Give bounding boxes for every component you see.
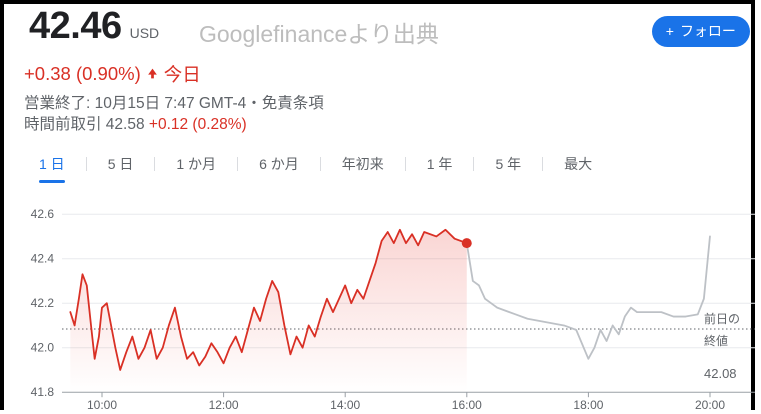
svg-text:10:00: 10:00	[87, 398, 117, 412]
svg-text:18:00: 18:00	[573, 398, 603, 412]
svg-text:42.2: 42.2	[31, 296, 55, 310]
svg-text:終値: 終値	[704, 333, 728, 348]
svg-text:41.8: 41.8	[31, 385, 55, 399]
svg-text:12:00: 12:00	[209, 398, 239, 412]
svg-text:16:00: 16:00	[452, 398, 482, 412]
svg-text:42.08: 42.08	[704, 366, 737, 381]
svg-text:42.6: 42.6	[31, 207, 55, 221]
svg-text:42.0: 42.0	[31, 341, 55, 355]
svg-text:20:00: 20:00	[695, 398, 725, 412]
svg-text:14:00: 14:00	[330, 398, 360, 412]
svg-text:前日の: 前日の	[704, 311, 740, 326]
svg-text:42.4: 42.4	[31, 252, 55, 266]
